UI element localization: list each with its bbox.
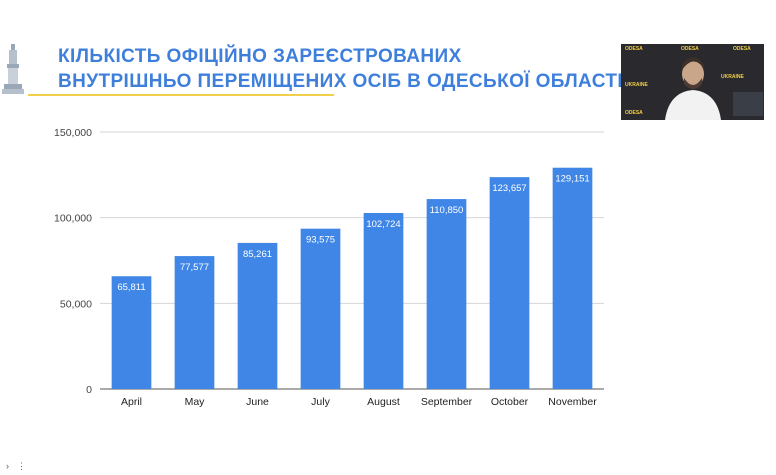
- x-tick-label: November: [548, 396, 597, 408]
- x-axis: April May June July August September October No…: [121, 396, 597, 408]
- bar-value-label: 102,724: [366, 219, 400, 230]
- presenter-figure: [665, 57, 763, 120]
- backdrop-text: ODESA: [625, 110, 643, 116]
- page-title: Кількість офіційно зареєстрованих внутрі…: [58, 44, 623, 94]
- y-tick-label: 100,000: [54, 213, 92, 225]
- bars: 65,811 77,577 85,261 93,575 102,724 110,850 12…: [111, 167, 593, 389]
- bar-value-label: 129,151: [555, 174, 589, 185]
- bar-july: [300, 228, 341, 389]
- x-tick-label: September: [421, 396, 473, 408]
- backdrop-text: ODESA: [733, 46, 751, 52]
- bar-may: [174, 256, 215, 389]
- backdrop-text: UKRAINE: [721, 74, 744, 80]
- bar-april: [111, 276, 152, 389]
- x-tick-label: May: [185, 396, 206, 408]
- bar-november: [552, 167, 593, 389]
- more-options-icon[interactable]: ⋮: [17, 460, 26, 471]
- player-controls: › ⋮: [6, 459, 36, 473]
- monument-logo-icon: [2, 44, 24, 94]
- bar-june: [237, 242, 278, 389]
- x-tick-label: August: [367, 396, 400, 408]
- bar-value-label: 93,575: [306, 235, 335, 246]
- bar-value-label: 123,657: [492, 183, 526, 194]
- backdrop-text: UKRAINE: [625, 82, 648, 88]
- x-tick-label: July: [311, 396, 330, 408]
- x-tick-label: April: [121, 396, 142, 408]
- y-axis: 0 50,000 100,000 150,000: [54, 127, 92, 396]
- bar-value-label: 110,850: [430, 205, 464, 216]
- bar-value-label: 85,261: [243, 249, 272, 260]
- backdrop-text: ODESA: [681, 46, 699, 52]
- bar-october: [489, 177, 530, 389]
- x-tick-label: October: [491, 396, 529, 408]
- expand-icon[interactable]: ›: [6, 461, 9, 471]
- page-title-line-2: внутрішньо переміщених осіб в Одеської о…: [58, 71, 624, 92]
- y-tick-label: 0: [86, 384, 92, 396]
- webcam-video-overlay: ODESA ODESA ODESA UKRAINE UKRAINE ODESA: [621, 44, 764, 120]
- bar-value-label: 65,811: [117, 282, 145, 293]
- y-tick-label: 150,000: [54, 127, 92, 139]
- bar-value-label: 77,577: [180, 262, 209, 273]
- page-title-line-1: Кількість офіційно зареєстрованих: [58, 46, 462, 67]
- x-tick-label: June: [246, 396, 269, 408]
- y-tick-label: 50,000: [60, 298, 92, 310]
- backdrop-text: ODESA: [625, 46, 643, 52]
- bar-august: [363, 212, 404, 389]
- bar-september: [426, 199, 467, 389]
- title-underline: [28, 94, 334, 96]
